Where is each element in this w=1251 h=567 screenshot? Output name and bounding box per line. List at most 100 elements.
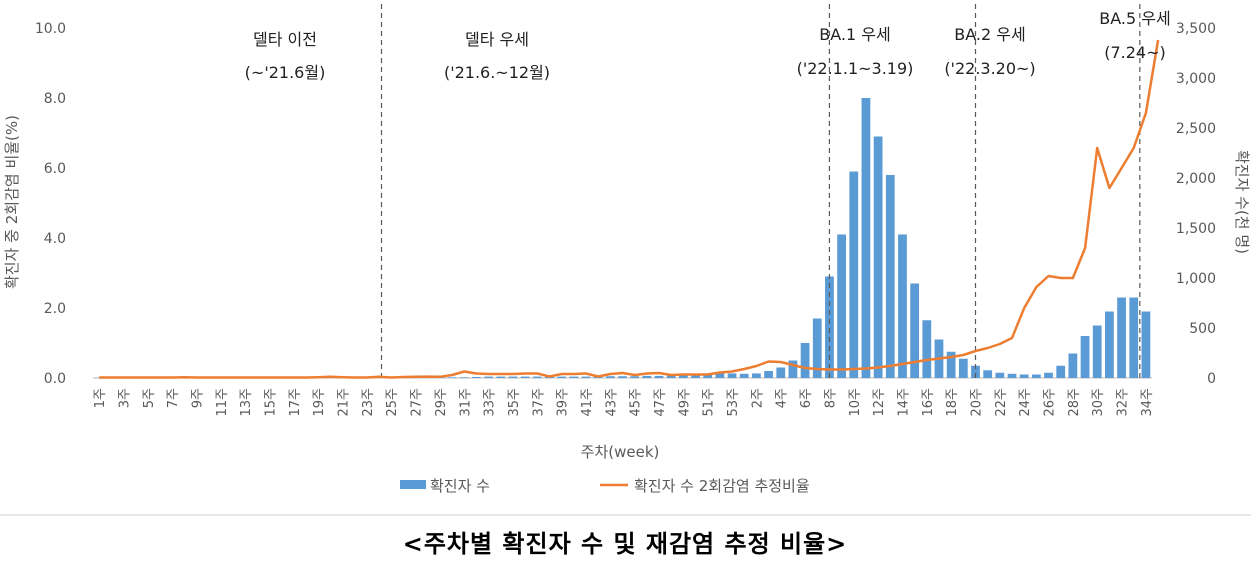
x-tick-label: 37주 [531,388,546,417]
bar [873,136,883,378]
bar-series [94,98,1151,378]
bar [666,375,676,378]
x-tick-label: 26주 [1043,388,1058,417]
legend-bar-label: 확진자 수 [430,477,490,495]
right-axis: 0 500 1,000 1,500 2,000 2,500 3,000 3,500 [1176,21,1216,387]
x-axis-title: 주차(week) [581,443,660,461]
bar [1141,311,1151,378]
bar [800,343,810,378]
bar [678,375,688,378]
x-tick-label: 24주 [1018,388,1033,417]
period-annotation-range: ('21.6.~12월) [444,63,550,82]
bar [861,98,871,378]
bar [1056,365,1066,378]
x-tick-label: 29주 [434,388,449,417]
x-tick-label: 18주 [945,388,960,417]
x-tick-label: 23주 [361,388,376,417]
bar [557,376,567,378]
x-tick-label: 49주 [677,388,692,417]
bar [727,373,737,378]
bar [618,376,627,378]
bar [569,376,579,378]
right-tick-label: 3,500 [1176,21,1216,37]
x-tick-label: 30주 [1091,388,1106,417]
bar [459,377,469,378]
bar [496,376,506,378]
x-tick-label: 16주 [921,388,936,417]
bar [812,318,822,378]
x-tick-label: 39주 [556,388,571,417]
bar [776,367,786,378]
left-tick-label: 10.0 [35,21,66,37]
right-tick-label: 1,500 [1176,221,1216,237]
x-tick-label: 27주 [410,388,425,417]
x-tick-label: 28주 [1067,388,1082,417]
left-tick-label: 8.0 [44,91,66,107]
bar [1080,336,1090,378]
bar [764,371,773,378]
bar [1129,297,1139,378]
x-tick-label: 47주 [653,388,668,417]
bar [1092,325,1102,378]
bar [1068,353,1078,378]
x-tick-label: 4주 [775,388,790,408]
bar [1117,297,1126,378]
bar [703,373,713,378]
legend: 확진자 수 확진자 수 2회감염 추정비율 [400,477,810,495]
x-tick-label: 11주 [215,388,230,417]
x-axis: 1주 3주 5주 7주 9주 11주 13주 15주 17주 19주 21주 23주 25주 27주 29주… [93,377,1155,417]
bar [630,376,640,378]
bar [825,276,834,378]
right-tick-label: 2,000 [1176,171,1216,187]
bar [581,376,591,378]
x-tick-label: 22주 [994,388,1009,417]
x-tick-label: 53주 [726,388,741,417]
bar [788,360,798,378]
bar [922,320,932,378]
x-tick-label: 41주 [580,388,595,417]
bar [983,370,993,378]
x-tick-label: 25주 [385,388,400,417]
x-tick-label: 21주 [337,388,352,417]
bar [752,373,761,378]
bar [849,171,859,378]
bar [642,375,652,378]
period-annotation-range: ('22.1.1~3.19) [797,59,914,78]
x-tick-label: 31주 [458,388,473,417]
bar [910,283,920,378]
x-tick-label: 45주 [629,388,644,417]
bar [995,372,1005,378]
x-tick-label: 17주 [288,388,303,417]
right-tick-label: 0 [1207,371,1216,387]
x-tick-label: 13주 [239,388,254,417]
right-tick-label: 1,000 [1176,271,1216,287]
bar [447,377,457,378]
legend-line-label: 확진자 수 2회감염 추정비율 [634,477,810,495]
x-tick-label: 9주 [190,388,205,408]
period-annotation-range: ('22.3.20~) [944,59,1035,78]
right-tick-label: 3,000 [1176,71,1216,87]
bar [508,376,518,378]
bar [971,365,980,378]
period-annotation-title: 델타 이전 [253,30,317,49]
bar [1019,374,1029,378]
x-tick-label: 1주 [93,388,108,408]
x-tick-label: 19주 [312,388,327,417]
period-annotation-title: BA.1 우세 [819,25,890,44]
x-tick-label: 7주 [166,388,181,408]
x-tick-label: 8주 [823,388,838,408]
x-tick-label: 10주 [848,388,863,417]
y-axis-title-right: 확진자 수(천 명) [1233,150,1251,254]
x-tick-label: 12주 [872,388,887,417]
bar [739,373,749,378]
period-annotations: 델타 이전 (~'21.6월) 델타 우세 ('21.6.~12월) BA.1 우세 ('… [245,9,1171,82]
bar [532,376,542,378]
legend-bar-swatch [400,480,426,489]
bar [837,234,846,378]
chart-caption: <주차별 확진자 수 및 재감염 추정 비율> [403,530,848,558]
x-tick-label: 2주 [750,388,765,408]
x-tick-label: 15주 [264,388,279,417]
bar [946,351,956,378]
line-path [99,39,1160,379]
period-annotation-range: (7.24~) [1104,43,1166,62]
